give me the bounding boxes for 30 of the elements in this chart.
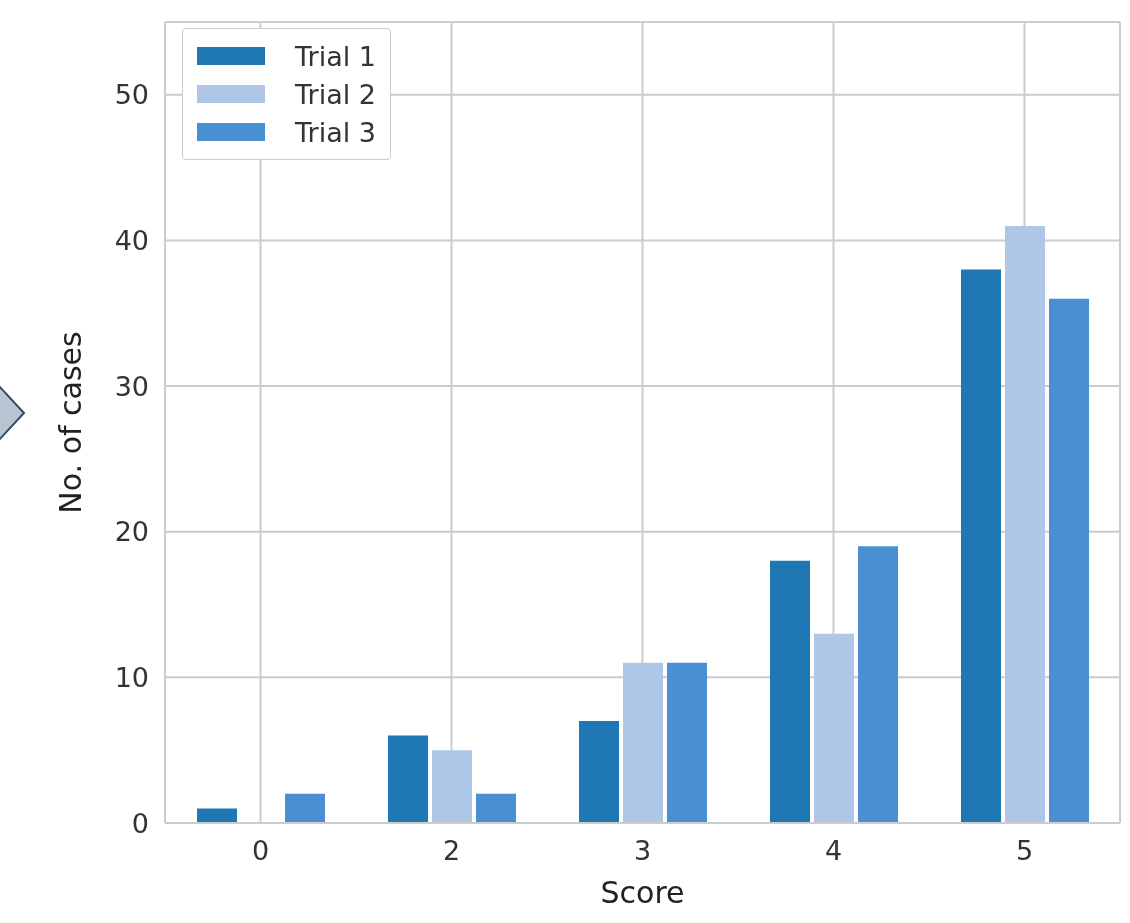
x-axis-title: Score	[600, 875, 685, 910]
bar	[579, 721, 619, 823]
y-axis-title: No. of cases	[52, 331, 88, 514]
bar	[770, 560, 810, 823]
legend-label: Trial 1	[295, 40, 376, 72]
y-tick-label: 30	[114, 370, 149, 402]
x-tick-label: 3	[633, 835, 652, 867]
legend-label: Trial 2	[295, 78, 376, 110]
bar	[285, 793, 325, 823]
bar	[858, 546, 898, 823]
y-tick-label: 40	[114, 225, 149, 257]
bar	[197, 808, 237, 823]
x-tick-label: 0	[251, 835, 270, 867]
y-tick-label: 0	[131, 807, 149, 839]
y-tick-label: 50	[114, 79, 149, 111]
bar	[961, 269, 1001, 823]
bar	[1049, 298, 1089, 823]
bar	[476, 793, 516, 823]
bar	[623, 662, 663, 823]
bar	[814, 633, 854, 823]
y-tick-label: 10	[114, 661, 149, 693]
bar	[432, 750, 472, 823]
legend-label: Trial 3	[295, 116, 376, 148]
bar	[1005, 225, 1045, 823]
x-tick-label: 4	[824, 835, 843, 867]
x-tick-label: 2	[442, 835, 461, 867]
bar	[388, 735, 428, 823]
x-tick-label: 5	[1015, 835, 1034, 867]
y-tick-label: 20	[114, 516, 149, 548]
bar	[667, 662, 707, 823]
